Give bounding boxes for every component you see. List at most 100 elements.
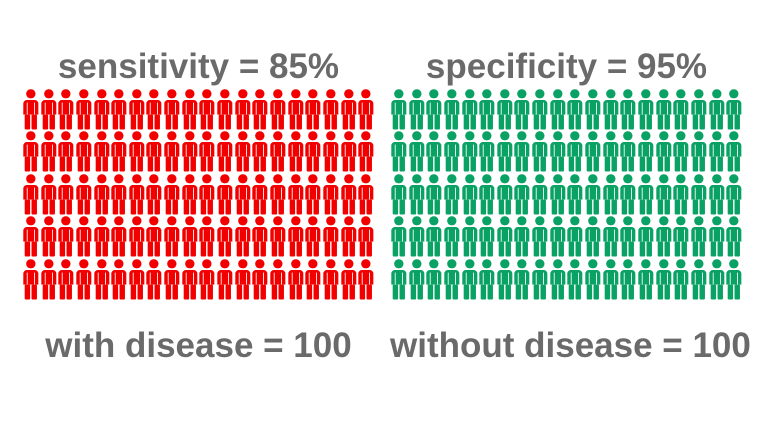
person-icon <box>619 174 637 216</box>
person-icon <box>443 131 461 173</box>
person-icon <box>322 89 340 131</box>
specificity-title: specificity = 95% <box>425 47 708 86</box>
person-icon <box>566 131 584 173</box>
person-icon <box>549 259 567 301</box>
person-icon <box>690 131 708 173</box>
person-icon <box>75 216 93 258</box>
person-icon <box>234 216 252 258</box>
person-icon <box>690 174 708 216</box>
person-icon <box>181 174 199 216</box>
person-icon <box>602 174 620 216</box>
person-icon <box>584 174 602 216</box>
person-icon <box>181 216 199 258</box>
person-icon <box>478 259 496 301</box>
person-icon <box>602 89 620 131</box>
person-icon <box>22 89 40 131</box>
person-icon <box>110 131 128 173</box>
person-icon <box>198 259 216 301</box>
person-icon <box>269 131 287 173</box>
person-icon <box>390 131 408 173</box>
person-icon <box>340 89 358 131</box>
sensitivity-title: sensitivity = 85% <box>57 47 340 86</box>
person-icon <box>408 174 426 216</box>
person-icon <box>22 259 40 301</box>
person-icon <box>75 131 93 173</box>
person-icon <box>690 259 708 301</box>
person-icon <box>566 174 584 216</box>
person-icon <box>672 174 690 216</box>
person-icon <box>655 89 673 131</box>
person-icon <box>566 89 584 131</box>
person-icon <box>390 174 408 216</box>
person-icon <box>478 131 496 173</box>
person-icon <box>531 89 549 131</box>
person-icon <box>198 174 216 216</box>
person-icon <box>390 89 408 131</box>
person-icon <box>40 174 58 216</box>
person-icon <box>619 89 637 131</box>
person-icon <box>145 259 163 301</box>
person-icon <box>93 174 111 216</box>
person-icon <box>93 89 111 131</box>
person-icon <box>619 259 637 301</box>
person-icon <box>128 174 146 216</box>
person-icon <box>357 89 375 131</box>
person-icon <box>181 89 199 131</box>
person-icon <box>708 131 726 173</box>
person-icon <box>443 89 461 131</box>
person-icon <box>22 131 40 173</box>
person-icon <box>690 216 708 258</box>
person-icon <box>408 259 426 301</box>
person-icon <box>708 216 726 258</box>
person-icon <box>549 89 567 131</box>
person-icon <box>637 131 655 173</box>
person-icon <box>22 174 40 216</box>
person-icon <box>584 259 602 301</box>
person-icon <box>496 131 514 173</box>
person-icon <box>128 89 146 131</box>
person-icon <box>216 174 234 216</box>
person-icon <box>549 174 567 216</box>
person-icon <box>566 216 584 258</box>
person-icon <box>269 174 287 216</box>
person-icon <box>216 89 234 131</box>
person-icon <box>93 259 111 301</box>
person-icon <box>655 174 673 216</box>
person-icon <box>251 131 269 173</box>
person-icon <box>443 259 461 301</box>
person-icon <box>322 216 340 258</box>
person-icon <box>496 174 514 216</box>
person-icon <box>602 259 620 301</box>
person-icon <box>513 259 531 301</box>
person-icon <box>478 216 496 258</box>
sensitivity-caption: with disease = 100 <box>45 326 352 365</box>
person-icon <box>287 89 305 131</box>
person-icon <box>40 89 58 131</box>
person-icon <box>725 174 743 216</box>
person-icon <box>304 174 322 216</box>
person-icon <box>443 174 461 216</box>
person-icon <box>602 216 620 258</box>
person-icon <box>198 131 216 173</box>
person-icon <box>425 259 443 301</box>
panels-row: sensitivity = 85% with disease = 100 spe… <box>0 47 751 365</box>
person-icon <box>390 259 408 301</box>
person-icon <box>690 89 708 131</box>
person-icon <box>22 216 40 258</box>
person-icon <box>57 89 75 131</box>
person-icon <box>57 259 75 301</box>
person-icon <box>708 89 726 131</box>
person-icon <box>340 216 358 258</box>
person-icon <box>513 131 531 173</box>
person-icon <box>251 259 269 301</box>
person-icon <box>287 259 305 301</box>
person-icon <box>198 216 216 258</box>
person-icon <box>163 216 181 258</box>
person-icon <box>496 216 514 258</box>
person-icon <box>269 89 287 131</box>
sensitivity-icon-grid <box>22 89 375 301</box>
person-icon <box>40 131 58 173</box>
person-icon <box>513 89 531 131</box>
person-icon <box>708 174 726 216</box>
person-icon <box>708 259 726 301</box>
